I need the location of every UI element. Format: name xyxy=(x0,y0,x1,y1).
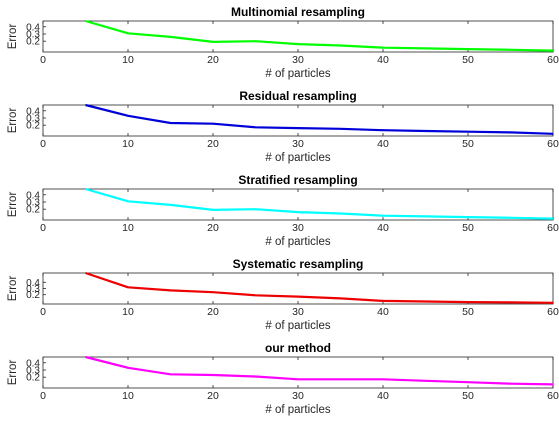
x-tick-label: 30 xyxy=(292,306,304,318)
subplot-4: Systematic resampling 0 10 20 30 40 50 60 0.20.3… xyxy=(7,257,559,332)
y-axis-label: Error xyxy=(7,360,19,386)
x-tick-label: 40 xyxy=(377,54,389,66)
series-line xyxy=(85,271,554,304)
x-tick-label: 20 xyxy=(207,54,219,66)
x-tick-label: 0 xyxy=(40,222,46,234)
x-tick-label: 40 xyxy=(377,390,389,402)
x-tick-label: 50 xyxy=(462,390,474,402)
chart-title: Multinomial resampling xyxy=(231,5,365,19)
x-tick-label: 0 xyxy=(40,54,46,66)
x-tick-label: 10 xyxy=(122,222,134,234)
series-line xyxy=(85,19,554,52)
x-tick-label: 60 xyxy=(547,54,559,66)
y-axis-label: Error xyxy=(7,192,19,218)
plot-area xyxy=(42,188,554,221)
x-tick-label: 30 xyxy=(292,222,304,234)
y-axis-label: Error xyxy=(7,24,19,50)
y-tick-label: 0.3 xyxy=(26,29,40,40)
x-axis-label: # of particles xyxy=(265,152,330,164)
x-tick-label: 40 xyxy=(377,138,389,150)
y-tick-label: 0.4 xyxy=(26,106,40,117)
x-tick-label: 30 xyxy=(292,54,304,66)
x-axis-label: # of particles xyxy=(265,404,330,416)
plot-area xyxy=(42,272,554,305)
x-tick-label: 50 xyxy=(462,138,474,150)
subplot-3: Stratified resampling 0 10 20 30 40 50 60 0.20.3… xyxy=(7,173,559,248)
x-tick-label: 60 xyxy=(547,222,559,234)
y-tick-label: 0.4 xyxy=(26,358,40,369)
x-tick-label: 0 xyxy=(40,390,46,402)
x-tick-label: 50 xyxy=(462,54,474,66)
subplot-2: Residual resampling 0 10 20 30 40 50 60 0.20.30.… xyxy=(7,89,559,164)
y-axis-label: Error xyxy=(7,276,19,302)
x-tick-label: 10 xyxy=(122,54,134,66)
series-line xyxy=(85,355,554,386)
y-tick-label: 0.4 xyxy=(26,190,40,201)
y-tick-label: 0.4 xyxy=(26,278,40,289)
chart-title: Stratified resampling xyxy=(238,173,357,187)
x-tick-label: 0 xyxy=(40,138,46,150)
x-tick-label: 60 xyxy=(547,306,559,318)
x-tick-label: 50 xyxy=(462,306,474,318)
x-tick-label: 40 xyxy=(377,306,389,318)
x-tick-label: 20 xyxy=(207,390,219,402)
x-tick-label: 40 xyxy=(377,222,389,234)
chart-title: Residual resampling xyxy=(239,89,356,103)
y-tick-label: 0.4 xyxy=(26,22,40,33)
y-tick-label: 0.3 xyxy=(26,284,40,295)
y-tick-label: 0.3 xyxy=(26,113,40,124)
x-tick-label: 60 xyxy=(547,390,559,402)
y-tick-label: 0.2 xyxy=(26,373,40,384)
chart-title: our method xyxy=(265,341,331,355)
y-tick-label: 0.2 xyxy=(26,121,40,132)
series-line xyxy=(85,103,554,135)
chart-title: Systematic resampling xyxy=(233,257,364,271)
y-tick-label: 0.2 xyxy=(26,290,40,301)
x-tick-label: 0 xyxy=(40,306,46,318)
x-tick-label: 50 xyxy=(462,222,474,234)
y-tick-label: 0.2 xyxy=(26,205,40,216)
x-tick-label: 10 xyxy=(122,390,134,402)
x-tick-label: 10 xyxy=(122,138,134,150)
x-tick-label: 30 xyxy=(292,390,304,402)
x-tick-label: 30 xyxy=(292,138,304,150)
x-axis-label: # of particles xyxy=(265,236,330,248)
y-tick-label: 0.3 xyxy=(26,365,40,376)
x-tick-label: 20 xyxy=(207,222,219,234)
y-tick-label: 0.2 xyxy=(26,37,40,48)
x-tick-label: 60 xyxy=(547,138,559,150)
x-axis-label: # of particles xyxy=(265,68,330,80)
x-tick-label: 20 xyxy=(207,138,219,150)
subplot-5: our method 0 10 20 30 40 50 60 0.20.30.4 Error # o… xyxy=(7,341,559,416)
x-tick-label: 10 xyxy=(122,306,134,318)
y-tick-label: 0.3 xyxy=(26,197,40,208)
x-tick-label: 20 xyxy=(207,306,219,318)
x-axis-label: # of particles xyxy=(265,320,330,332)
series-line xyxy=(85,187,554,220)
plot-area xyxy=(42,20,554,53)
y-axis-label: Error xyxy=(7,108,19,134)
